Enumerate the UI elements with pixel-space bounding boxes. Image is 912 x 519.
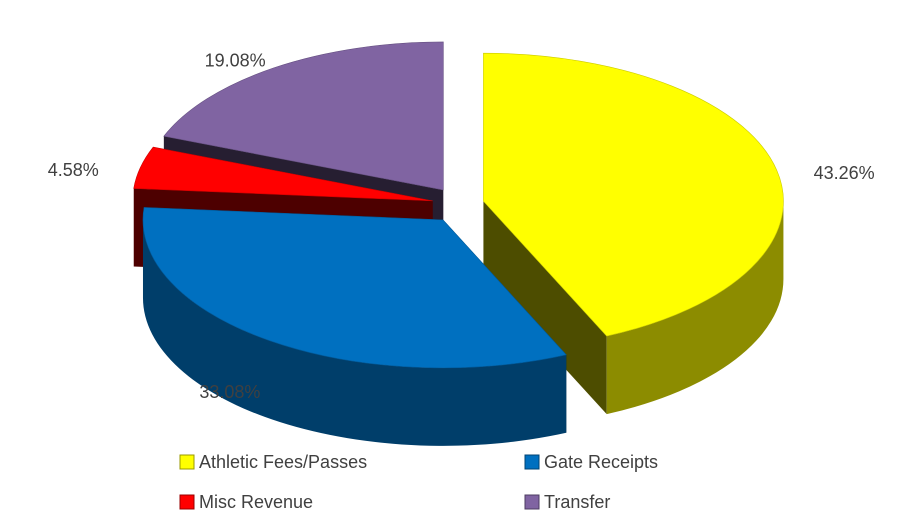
- legend-swatch: [524, 454, 540, 470]
- slice: [483, 52, 784, 415]
- slice: [483, 52, 784, 337]
- data-label: 4.58%: [48, 160, 99, 180]
- data-label: 33.08%: [199, 382, 260, 402]
- legend-label: Athletic Fees/Passes: [199, 452, 367, 472]
- slice-cut-face: [483, 201, 607, 415]
- slice-side: [142, 219, 567, 446]
- legend-label: Gate Receipts: [544, 452, 658, 472]
- data-label: 19.08%: [205, 50, 266, 70]
- slice: [142, 207, 567, 446]
- legend-swatch: [179, 454, 195, 470]
- legend-swatch: [524, 494, 540, 510]
- legend-label: Transfer: [544, 492, 610, 512]
- legend-label: Misc Revenue: [199, 492, 313, 512]
- slice: [163, 41, 444, 191]
- slice-side: [606, 201, 784, 415]
- slice: [133, 146, 433, 202]
- legend-swatch: [179, 494, 195, 510]
- slice: [142, 207, 567, 369]
- data-label: 43.26%: [814, 163, 875, 183]
